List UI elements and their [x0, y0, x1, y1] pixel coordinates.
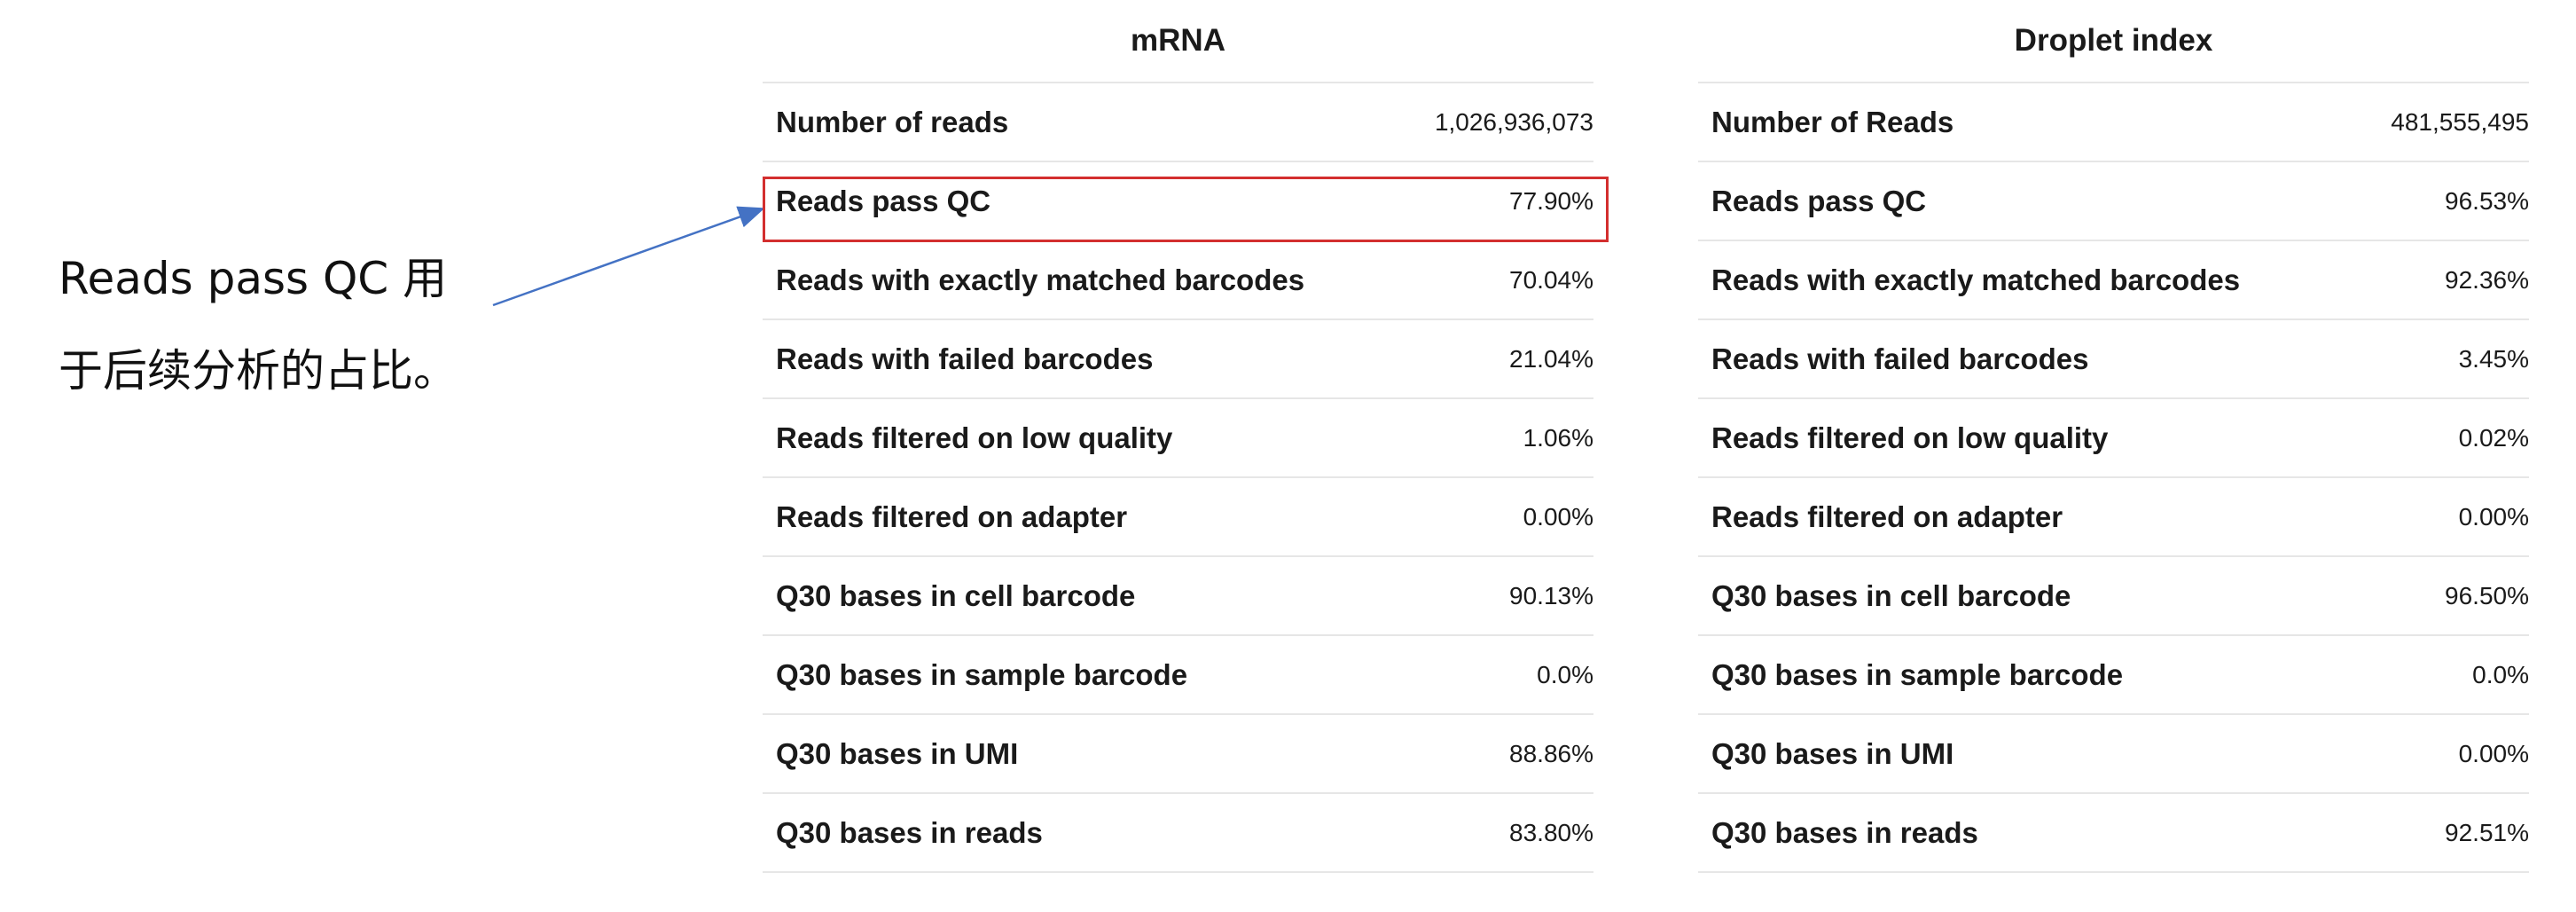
table-row: Reads filtered on low quality 1.06% — [763, 399, 1593, 478]
table-row: Reads with failed barcodes 3.45% — [1698, 320, 2529, 399]
annotation-line-2: 于后续分析的占比。 — [59, 345, 458, 397]
row-label: Q30 bases in cell barcode — [776, 578, 1136, 612]
table-row: Reads with exactly matched barcodes 70.04… — [763, 241, 1593, 320]
row-label: Reads filtered on low quality — [1711, 421, 2109, 454]
row-label: Reads filtered on adapter — [1711, 499, 2063, 533]
table-row: Reads filtered on low quality 0.02% — [1698, 399, 2529, 478]
table-row: Reads pass QC 96.53% — [1698, 162, 2529, 241]
row-value: 92.51% — [2445, 818, 2529, 846]
droplet-table: Droplet index Number of Reads 481,555,495… — [1698, 0, 2529, 873]
row-label: Q30 bases in cell barcode — [1711, 578, 2071, 612]
row-label: Reads pass QC — [1711, 184, 1927, 217]
table-row: Reads with exactly matched barcodes 92.36… — [1698, 241, 2529, 320]
row-label: Reads filtered on adapter — [776, 499, 1128, 533]
row-label: Q30 bases in UMI — [776, 736, 1019, 770]
row-label: Q30 bases in sample barcode — [1711, 657, 2124, 691]
row-value: 96.53% — [2445, 186, 2529, 215]
table-row: Q30 bases in reads 92.51% — [1698, 794, 2529, 873]
row-value: 96.50% — [2445, 581, 2529, 609]
row-label: Reads pass QC — [776, 184, 991, 217]
row-value: 88.86% — [1509, 739, 1593, 767]
table-row: Number of reads 1,026,936,073 — [763, 83, 1593, 162]
row-value: 0.00% — [1523, 502, 1593, 531]
table-row: Number of Reads 481,555,495 — [1698, 83, 2529, 162]
row-label: Reads with exactly matched barcodes — [776, 263, 1305, 296]
table-row: Reads filtered on adapter 0.00% — [1698, 478, 2529, 557]
table-row: Q30 bases in sample barcode 0.0% — [1698, 636, 2529, 715]
row-value: 1.06% — [1523, 423, 1593, 452]
arrow-line — [492, 206, 765, 307]
row-value: 83.80% — [1509, 818, 1593, 846]
annotation-text: Reads pass QC 用 于后续分析的占比。 — [59, 232, 502, 417]
table-row: Reads pass QC 77.90% — [763, 162, 1593, 241]
row-value: 70.04% — [1509, 265, 1593, 294]
droplet-table-title: Droplet index — [1698, 0, 2529, 83]
row-label: Number of Reads — [1711, 105, 1954, 138]
row-value: 77.90% — [1509, 186, 1593, 215]
mrna-table: mRNA Number of reads 1,026,936,073 Reads p… — [763, 0, 1593, 873]
row-value: 3.45% — [2458, 344, 2529, 373]
table-row: Q30 bases in reads 83.80% — [763, 794, 1593, 873]
mrna-table-title: mRNA — [763, 0, 1593, 83]
table-row: Q30 bases in sample barcode 0.0% — [763, 636, 1593, 715]
annotation-line-1: Reads pass QC 用 — [59, 253, 448, 304]
row-label: Q30 bases in UMI — [1711, 736, 1954, 770]
row-label: Reads with failed barcodes — [1711, 342, 2089, 375]
row-label: Reads filtered on low quality — [776, 421, 1173, 454]
row-label: Number of reads — [776, 105, 1009, 138]
row-value: 0.0% — [1537, 660, 1593, 688]
table-row: Reads with failed barcodes 21.04% — [763, 320, 1593, 399]
row-value: 481,555,495 — [2391, 107, 2529, 136]
table-row: Q30 bases in UMI 0.00% — [1698, 715, 2529, 794]
table-row: Reads filtered on adapter 0.00% — [763, 478, 1593, 557]
row-label: Reads with exactly matched barcodes — [1711, 263, 2241, 296]
row-value: 21.04% — [1509, 344, 1593, 373]
droplet-table-body: Number of Reads 481,555,495 Reads pass QC 9… — [1698, 83, 2529, 873]
row-value: 90.13% — [1509, 581, 1593, 609]
row-label: Q30 bases in reads — [776, 815, 1043, 849]
row-value: 1,026,936,073 — [1434, 107, 1593, 136]
row-value: 0.00% — [2458, 739, 2529, 767]
row-label: Q30 bases in sample barcode — [776, 657, 1188, 691]
row-label: Q30 bases in reads — [1711, 815, 1978, 849]
table-row: Q30 bases in cell barcode 90.13% — [763, 557, 1593, 636]
row-value: 0.02% — [2458, 423, 2529, 452]
table-row: Q30 bases in cell barcode 96.50% — [1698, 557, 2529, 636]
mrna-table-body: Number of reads 1,026,936,073 Reads pass Q… — [763, 83, 1593, 873]
highlight-box-reads-pass-qc — [763, 177, 1609, 242]
row-value: 92.36% — [2445, 265, 2529, 294]
row-value: 0.0% — [2472, 660, 2529, 688]
row-value: 0.00% — [2458, 502, 2529, 531]
row-label: Reads with failed barcodes — [776, 342, 1154, 375]
table-row: Q30 bases in UMI 88.86% — [763, 715, 1593, 794]
